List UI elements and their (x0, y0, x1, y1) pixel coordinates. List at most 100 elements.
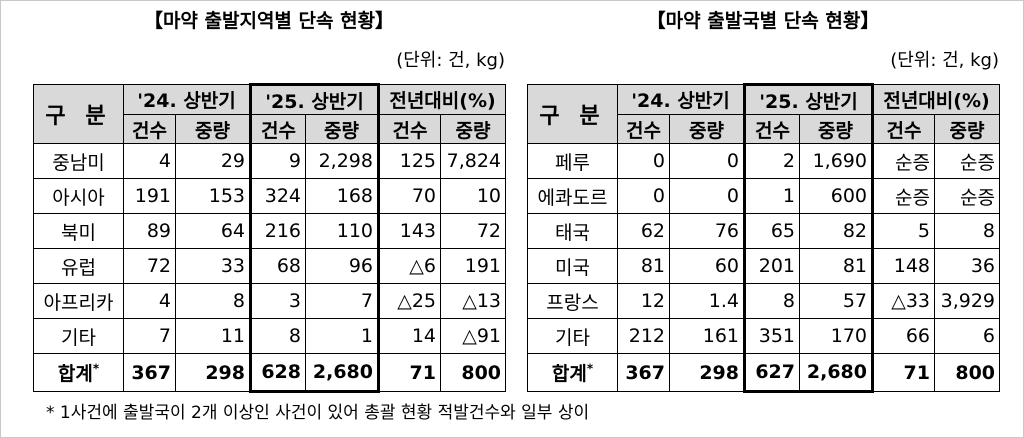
total-cell: 71 (378, 353, 441, 392)
cell: 4 (123, 143, 176, 179)
total-cell: 367 (617, 353, 670, 392)
cell: 1.4 (669, 283, 745, 319)
row-label: 에콰도르 (527, 178, 618, 214)
sub-header: 중량 (305, 114, 380, 144)
total-row: 합계* 367 298 628 2,680 71 800 (33, 353, 507, 393)
unit-label: (단위: 건, kg) (396, 50, 505, 71)
sub-header: 건수 (249, 114, 306, 144)
row-label: 아프리카 (33, 283, 124, 319)
total-cell: 71 (872, 353, 935, 392)
corner-header: 구 분 (33, 84, 124, 144)
cell: 7 (305, 283, 380, 319)
corner-header: 구 분 (527, 84, 618, 144)
group-header: 전년대비(%) (377, 84, 507, 115)
row-label: 페루 (527, 143, 618, 179)
cell: 70 (378, 178, 441, 214)
data-row: 에콰도르 0 0 1 600 순증 순증 (527, 178, 1001, 214)
cell: △13 (439, 283, 507, 319)
cell: 60 (669, 248, 745, 284)
total-cell: 367 (123, 353, 176, 392)
total-cell: 2,680 (305, 353, 380, 393)
cell: 7,824 (439, 143, 507, 179)
cell: 68 (249, 248, 306, 284)
cell: 89 (123, 213, 176, 249)
cell: 0 (617, 178, 670, 214)
cell: 36 (933, 248, 1001, 284)
cell: 14 (378, 318, 441, 354)
total-cell: 800 (439, 353, 507, 392)
cell: 2,298 (305, 143, 380, 179)
table-title: 【마약 출발국별 단속 현황】 (646, 10, 880, 32)
cell: 191 (439, 248, 507, 284)
cell: 81 (799, 248, 874, 284)
note-mark: * (586, 361, 594, 376)
cell: 81 (617, 248, 670, 284)
cell: 0 (669, 143, 745, 179)
cell: 170 (799, 318, 874, 354)
cell: 64 (175, 213, 251, 249)
data-row: 유럽 72 33 68 96 △6 191 (33, 248, 507, 284)
cell: 72 (439, 213, 507, 249)
row-label: 미국 (527, 248, 618, 284)
cell: 순증 (933, 178, 1001, 214)
cell: 0 (669, 178, 745, 214)
total-cell: 800 (933, 353, 1001, 392)
group-header: '25. 상반기 (743, 83, 874, 115)
cell: 62 (617, 213, 670, 249)
total-cell: 2,680 (799, 353, 874, 393)
row-label: 기타 (33, 318, 124, 354)
row-label: 프랑스 (527, 283, 618, 319)
cell: 1 (305, 318, 380, 354)
total-cell: 628 (249, 353, 306, 393)
cell: 3,929 (933, 283, 1001, 319)
cell: 33 (175, 248, 251, 284)
cell: 6 (933, 318, 1001, 354)
row-label: 아시아 (33, 178, 124, 214)
total-cell: 298 (669, 353, 745, 392)
cell: 10 (439, 178, 507, 214)
row-label: 중남미 (33, 143, 124, 179)
cell: 153 (175, 178, 251, 214)
cell: 5 (872, 213, 935, 249)
cell: 57 (799, 283, 874, 319)
cell: 201 (743, 248, 800, 284)
cell: 324 (249, 178, 306, 214)
data-row: 기타 7 11 8 1 14 △91 (33, 318, 507, 354)
cell: 72 (123, 248, 176, 284)
sub-header: 중량 (175, 114, 251, 144)
total-row: 합계* 367 298 627 2,680 71 800 (527, 353, 1001, 393)
cell: 82 (799, 213, 874, 249)
data-row: 중남미 4 29 9 2,298 125 7,824 (33, 143, 507, 179)
row-label: 기타 (527, 318, 618, 354)
sub-header: 중량 (933, 114, 1001, 144)
cell: 351 (743, 318, 800, 354)
data-row: 미국 81 60 201 81 148 36 (527, 248, 1001, 284)
cell: 8 (933, 213, 1001, 249)
cell: 148 (872, 248, 935, 284)
data-table: 구 분 '24. 상반기 '25. 상반기 전년대비(%) 건수 중량 건수 중량 건수 중량 중남… (33, 83, 507, 393)
cell: 순증 (872, 143, 935, 179)
sub-header: 건수 (743, 114, 800, 144)
cell: 216 (249, 213, 306, 249)
cell: 66 (872, 318, 935, 354)
cell: 8 (743, 283, 800, 319)
row-label: 유럽 (33, 248, 124, 284)
data-row: 기타 212 161 351 170 66 6 (527, 318, 1001, 354)
footnote: * 1사건에 출발국이 2개 이상인 사건이 있어 총괄 현황 적발건수와 일부… (46, 403, 590, 423)
cell: 2 (743, 143, 800, 179)
cell: 110 (305, 213, 380, 249)
table-title: 【마약 출발지역별 단속 현황】 (143, 10, 395, 32)
sub-header: 건수 (378, 114, 441, 144)
cell: 1 (743, 178, 800, 214)
cell: 29 (175, 143, 251, 179)
note-mark: * (92, 361, 100, 376)
cell: △6 (378, 248, 441, 284)
total-text: 합계 (551, 363, 587, 385)
cell: △25 (378, 283, 441, 319)
cell: 1,690 (799, 143, 874, 179)
cell: 8 (249, 318, 306, 354)
cell: 168 (305, 178, 380, 214)
cell: △91 (439, 318, 507, 354)
cell: 8 (175, 283, 251, 319)
